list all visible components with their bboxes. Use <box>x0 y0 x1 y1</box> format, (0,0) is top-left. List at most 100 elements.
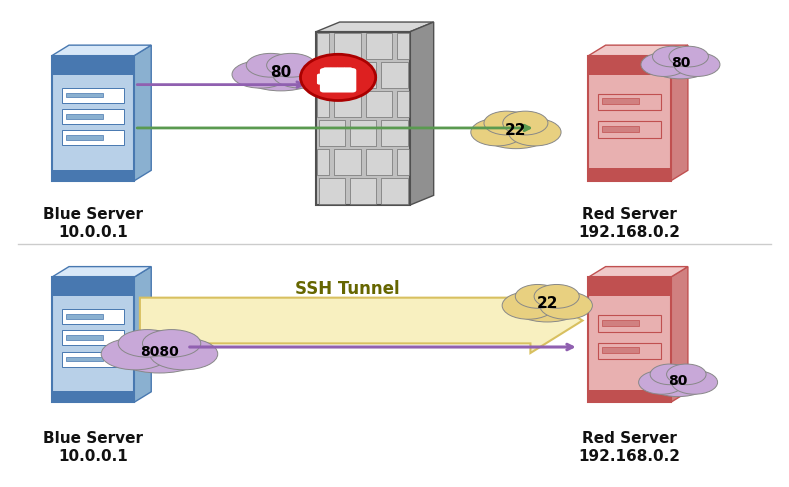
FancyBboxPatch shape <box>589 169 671 181</box>
FancyBboxPatch shape <box>381 62 408 88</box>
Ellipse shape <box>674 53 720 76</box>
FancyBboxPatch shape <box>62 352 124 367</box>
Text: 22: 22 <box>505 123 527 138</box>
Ellipse shape <box>267 54 316 77</box>
FancyBboxPatch shape <box>52 277 134 296</box>
FancyBboxPatch shape <box>589 56 671 75</box>
Text: 80: 80 <box>668 374 688 388</box>
FancyBboxPatch shape <box>350 62 376 88</box>
FancyBboxPatch shape <box>52 277 134 402</box>
FancyBboxPatch shape <box>62 88 124 103</box>
Text: 22: 22 <box>537 296 558 311</box>
FancyBboxPatch shape <box>602 347 639 353</box>
FancyBboxPatch shape <box>381 120 408 146</box>
FancyBboxPatch shape <box>52 391 134 402</box>
FancyBboxPatch shape <box>589 56 671 181</box>
Ellipse shape <box>471 118 523 146</box>
FancyBboxPatch shape <box>602 98 639 104</box>
Ellipse shape <box>232 61 289 88</box>
Polygon shape <box>410 22 434 205</box>
Ellipse shape <box>503 111 548 135</box>
Polygon shape <box>140 288 582 353</box>
FancyBboxPatch shape <box>65 314 103 319</box>
FancyBboxPatch shape <box>335 91 361 117</box>
FancyBboxPatch shape <box>330 67 339 81</box>
FancyBboxPatch shape <box>317 91 330 117</box>
FancyBboxPatch shape <box>350 178 376 204</box>
FancyBboxPatch shape <box>602 126 639 132</box>
Polygon shape <box>134 266 151 402</box>
Text: 80: 80 <box>671 56 690 70</box>
Circle shape <box>301 54 376 100</box>
FancyBboxPatch shape <box>397 149 409 175</box>
Text: Blue Server
10.0.0.1: Blue Server 10.0.0.1 <box>43 431 143 464</box>
FancyBboxPatch shape <box>589 277 671 402</box>
FancyBboxPatch shape <box>319 178 345 204</box>
Ellipse shape <box>118 330 177 357</box>
FancyBboxPatch shape <box>350 120 376 146</box>
Ellipse shape <box>246 54 295 77</box>
FancyBboxPatch shape <box>65 114 103 118</box>
Polygon shape <box>671 45 688 181</box>
Ellipse shape <box>478 112 554 149</box>
FancyBboxPatch shape <box>62 130 124 145</box>
Polygon shape <box>134 45 151 181</box>
FancyBboxPatch shape <box>319 62 345 88</box>
FancyBboxPatch shape <box>397 33 409 59</box>
FancyBboxPatch shape <box>397 91 409 117</box>
FancyBboxPatch shape <box>365 149 392 175</box>
FancyBboxPatch shape <box>323 67 332 81</box>
Text: SSH Tunnel: SSH Tunnel <box>295 280 400 298</box>
FancyBboxPatch shape <box>65 335 103 340</box>
Text: 80: 80 <box>271 65 291 80</box>
Ellipse shape <box>484 111 529 135</box>
Polygon shape <box>671 266 688 402</box>
Ellipse shape <box>508 118 561 146</box>
FancyBboxPatch shape <box>52 56 134 181</box>
FancyBboxPatch shape <box>62 330 124 345</box>
FancyBboxPatch shape <box>381 178 408 204</box>
Ellipse shape <box>101 338 169 370</box>
Polygon shape <box>589 266 688 277</box>
Ellipse shape <box>648 47 713 79</box>
FancyBboxPatch shape <box>602 320 639 326</box>
FancyBboxPatch shape <box>589 390 671 402</box>
FancyBboxPatch shape <box>598 343 661 359</box>
Ellipse shape <box>667 364 706 385</box>
Text: Red Server
192.168.0.2: Red Server 192.168.0.2 <box>578 207 681 240</box>
FancyBboxPatch shape <box>316 32 410 205</box>
FancyBboxPatch shape <box>320 68 357 93</box>
FancyBboxPatch shape <box>598 121 661 138</box>
Text: 8080: 8080 <box>140 345 179 359</box>
FancyBboxPatch shape <box>335 149 361 175</box>
FancyBboxPatch shape <box>335 33 361 59</box>
Polygon shape <box>589 45 688 56</box>
Ellipse shape <box>669 46 709 67</box>
Ellipse shape <box>240 54 322 91</box>
Ellipse shape <box>502 292 555 319</box>
Ellipse shape <box>510 285 585 322</box>
Polygon shape <box>52 45 151 56</box>
Ellipse shape <box>653 46 692 67</box>
FancyBboxPatch shape <box>365 33 392 59</box>
Ellipse shape <box>534 284 579 308</box>
FancyBboxPatch shape <box>319 120 345 146</box>
FancyBboxPatch shape <box>343 67 353 81</box>
FancyBboxPatch shape <box>52 169 134 181</box>
FancyBboxPatch shape <box>317 74 327 85</box>
Ellipse shape <box>111 331 208 373</box>
FancyBboxPatch shape <box>598 94 661 110</box>
Ellipse shape <box>638 371 685 394</box>
FancyBboxPatch shape <box>317 33 330 59</box>
FancyBboxPatch shape <box>52 56 134 75</box>
Text: Blue Server
10.0.0.1: Blue Server 10.0.0.1 <box>43 207 143 240</box>
FancyBboxPatch shape <box>62 109 124 124</box>
Ellipse shape <box>150 338 218 370</box>
Ellipse shape <box>143 330 200 357</box>
FancyBboxPatch shape <box>589 277 671 296</box>
Text: Red Server
192.168.0.2: Red Server 192.168.0.2 <box>578 431 681 464</box>
FancyBboxPatch shape <box>336 67 346 81</box>
Ellipse shape <box>540 292 593 319</box>
Ellipse shape <box>645 365 711 396</box>
Polygon shape <box>316 22 434 32</box>
